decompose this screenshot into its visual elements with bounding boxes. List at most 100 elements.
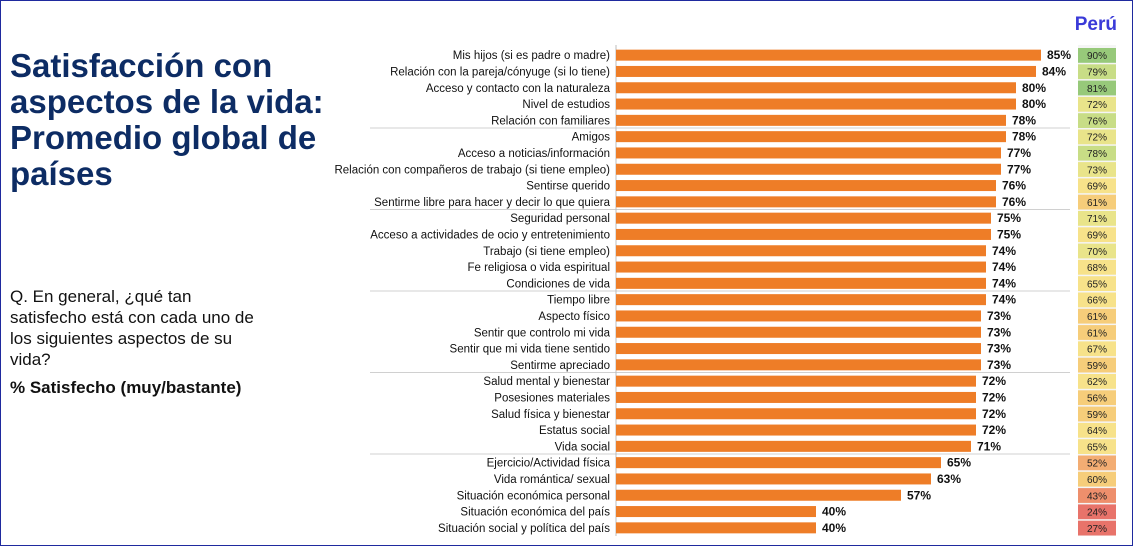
- category-label: Acceso a actividades de ocio y entreteni…: [370, 229, 610, 241]
- metric-label: % Satisfecho (muy/bastante): [10, 378, 242, 397]
- peru-value-label: 69%: [1087, 230, 1107, 241]
- category-label: Situación económica personal: [457, 490, 610, 502]
- peru-value-label: 56%: [1087, 393, 1107, 404]
- bar-value-label: 40%: [822, 521, 846, 535]
- category-label: Tiempo libre: [547, 295, 610, 307]
- category-label: Estatus social: [539, 425, 610, 437]
- category-label: Ejercicio/Actividad física: [487, 458, 611, 470]
- peru-cell: [1078, 308, 1116, 324]
- peru-value-label: 73%: [1087, 165, 1107, 176]
- bar: [616, 114, 1006, 126]
- category-label: Situación económica del país: [460, 507, 610, 519]
- category-label: Trabajo (si tiene empleo): [483, 246, 610, 258]
- bar-value-label: 78%: [1012, 113, 1036, 127]
- peru-cell: [1078, 178, 1116, 194]
- peru-value-label: 68%: [1087, 263, 1107, 274]
- category-label: Sentirse querido: [526, 181, 610, 193]
- category-label: Salud física y bienestar: [491, 409, 610, 421]
- category-label: Relación con compañeros de trabajo (si t…: [334, 164, 610, 176]
- bar-value-label: 80%: [1022, 97, 1046, 111]
- category-label: Nivel de estudios: [522, 99, 610, 111]
- peru-cell: [1078, 439, 1116, 454]
- bar-value-label: 72%: [982, 390, 1006, 404]
- peru-cell: [1078, 162, 1116, 177]
- bar: [616, 212, 991, 224]
- peru-value-label: 59%: [1087, 361, 1107, 372]
- peru-cell: [1078, 504, 1116, 520]
- bar: [616, 343, 981, 355]
- category-label: Mis hijos (si es padre o madre): [453, 50, 610, 62]
- category-label: Aspecto físico: [538, 311, 610, 323]
- bar-value-label: 72%: [982, 423, 1006, 437]
- peru-cell: [1078, 276, 1116, 291]
- peru-value-label: 71%: [1087, 214, 1107, 225]
- bar: [616, 424, 976, 436]
- peru-value-label: 72%: [1087, 100, 1107, 111]
- bar-value-label: 75%: [997, 227, 1021, 241]
- peru-value-label: 61%: [1087, 328, 1107, 339]
- category-label: Sentirme libre para hacer y decir lo que…: [374, 197, 610, 209]
- category-label: Condiciones de vida: [506, 278, 610, 290]
- category-label: Fe religiosa o vida espiritual: [467, 262, 610, 274]
- bar-value-label: 73%: [987, 325, 1011, 339]
- category-label: Situación social y política del país: [438, 523, 610, 535]
- bar: [616, 391, 976, 403]
- bar-value-label: 77%: [1007, 162, 1031, 176]
- bar-value-label: 73%: [987, 309, 1011, 323]
- bar-value-label: 73%: [987, 358, 1011, 372]
- bar: [616, 245, 986, 257]
- bar: [616, 147, 1001, 159]
- bar-value-label: 85%: [1047, 48, 1071, 62]
- peru-cell: [1078, 357, 1116, 373]
- peru-cell: [1078, 48, 1116, 63]
- peru-cell: [1078, 422, 1116, 438]
- bar: [616, 440, 971, 452]
- peru-value-label: 61%: [1087, 312, 1107, 323]
- country-label: Perú: [1074, 14, 1117, 35]
- bar: [616, 326, 981, 338]
- peru-value-label: 27%: [1087, 524, 1107, 535]
- peru-cell: [1078, 243, 1116, 259]
- category-label: Salud mental y bienestar: [483, 376, 610, 388]
- bar-value-label: 76%: [1002, 195, 1026, 209]
- category-label: Vida social: [555, 441, 610, 453]
- bar: [616, 310, 981, 322]
- category-label: Sentir que controlo mi vida: [474, 327, 611, 339]
- bar: [616, 49, 1041, 61]
- peru-cell: [1078, 406, 1116, 422]
- survey-question: Q. En general, ¿qué tan satisfecho está …: [10, 287, 254, 369]
- category-label: Seguridad personal: [510, 213, 610, 225]
- peru-cell: [1078, 374, 1116, 389]
- bar: [616, 82, 1016, 94]
- peru-value-label: 81%: [1087, 84, 1107, 95]
- peru-value-label: 64%: [1087, 426, 1107, 437]
- peru-value-label: 67%: [1087, 345, 1107, 356]
- bar-value-label: 72%: [982, 407, 1006, 421]
- peru-value-label: 65%: [1087, 279, 1107, 290]
- bar-value-label: 72%: [982, 374, 1006, 388]
- bar-value-label: 80%: [1022, 81, 1046, 95]
- category-label: Sentir que mi vida tiene sentido: [450, 344, 610, 356]
- peru-value-label: 76%: [1087, 116, 1107, 127]
- bar: [616, 473, 931, 485]
- peru-cell: [1078, 455, 1116, 471]
- peru-value-label: 69%: [1087, 182, 1107, 193]
- bar-value-label: 76%: [1002, 179, 1026, 193]
- peru-value-label: 66%: [1087, 296, 1107, 307]
- peru-cell: [1078, 227, 1116, 243]
- category-label: Posesiones materiales: [494, 392, 610, 404]
- bar-value-label: 74%: [992, 260, 1016, 274]
- category-label: Amigos: [572, 132, 611, 144]
- category-label: Acceso a noticias/información: [458, 148, 610, 160]
- bar-value-label: 57%: [907, 488, 931, 502]
- category-label: Vida romántica/ sexual: [494, 474, 610, 486]
- bar: [616, 506, 816, 518]
- bar-value-label: 65%: [947, 456, 971, 470]
- peru-cell: [1078, 520, 1116, 536]
- bar-value-label: 78%: [1012, 130, 1036, 144]
- category-label: Relación con la pareja/cónyuge (si lo ti…: [390, 66, 610, 78]
- peru-cell: [1078, 488, 1116, 503]
- bar-value-label: 75%: [997, 211, 1021, 225]
- bar: [616, 98, 1016, 110]
